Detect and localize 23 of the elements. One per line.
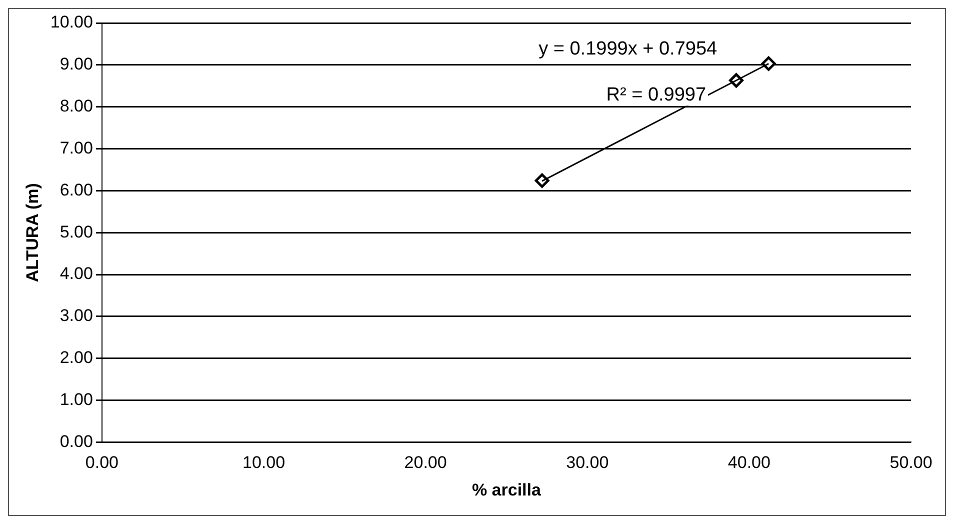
- y-tick-label: 0.00: [60, 432, 93, 451]
- y-tick-label: 3.00: [60, 306, 93, 326]
- x-tick-label: 10.00: [242, 453, 286, 472]
- y-tick-label: 6.00: [60, 180, 93, 200]
- annotation: R² = 0.9997: [606, 84, 706, 106]
- y-tick-label: 4.00: [60, 264, 93, 284]
- y-tick-label: 8.00: [60, 96, 93, 116]
- x-tick-label: 40.00: [728, 453, 770, 472]
- y-tick-label: 9.00: [60, 54, 93, 74]
- y-tick-label: 7.00: [60, 138, 93, 158]
- y-tick-label: 2.00: [60, 348, 93, 368]
- point: [534, 173, 550, 188]
- x-tick-label: 50.00: [890, 453, 932, 472]
- x-tick-label: 0.00: [85, 453, 118, 472]
- y-tick-label: 1.00: [60, 390, 93, 409]
- x-axis-title: % arcilla: [472, 480, 542, 500]
- y-tick-label: 5.00: [60, 222, 93, 242]
- annotation: y = 0.1999x + 0.7954: [538, 38, 718, 60]
- point: [761, 56, 776, 71]
- y-tick-label: 10.00: [50, 12, 93, 32]
- y-axis-title: ALTURA (m): [22, 183, 42, 282]
- x-tick-label: 20.00: [404, 453, 447, 472]
- x-tick-label: 30.00: [566, 453, 609, 472]
